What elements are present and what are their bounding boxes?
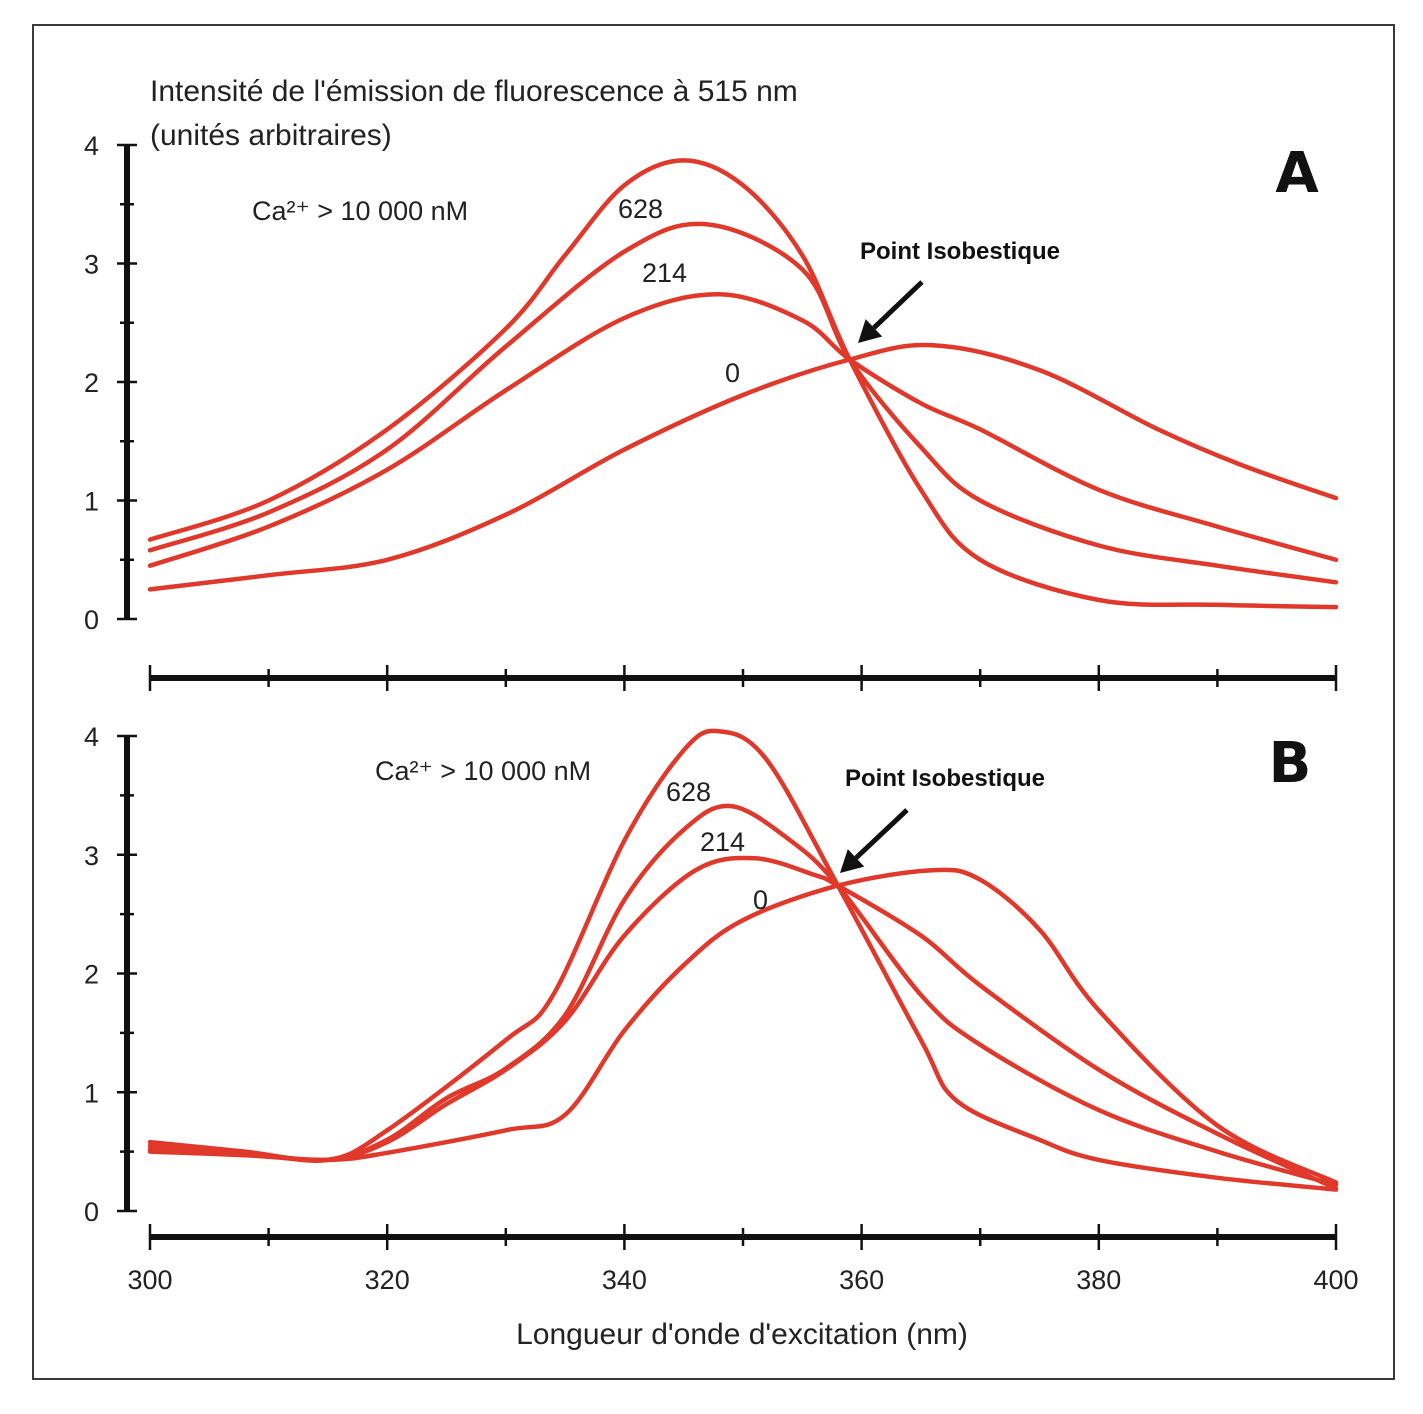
series-curve-ca2-10-000-nm [147,728,1339,1192]
x-tick-label: 320 [365,1265,410,1295]
panel-a: 0 1 2 3 4 Ca²⁺ > 10 000 nM 628 214 0 Point Isobes… [84,131,1339,691]
series-label: 0 [753,885,768,915]
y-tick-label: 2 [84,368,99,398]
x-tick-label: 340 [602,1265,647,1295]
y-tick-label: 3 [84,250,99,280]
y-axis-title-line2: (unités arbitraires) [150,119,392,152]
series-curve-628 [147,221,1339,585]
x-tick-label: 380 [1076,1265,1121,1295]
series-curve-0 [147,342,1339,592]
series-curve-0 [147,867,1339,1185]
series-label: 214 [642,258,687,288]
series-label: 628 [618,194,663,224]
y-tick-label: 0 [84,1197,99,1227]
y-tick-label: 4 [84,131,99,161]
series-curve-214 [147,855,1339,1191]
y-tick-label: 1 [84,1078,99,1108]
series-label: Ca²⁺ > 10 000 nM [375,756,591,786]
panel-b: 0 1 2 3 4 300 320 340 360 380 400 Ca²⁺ > 10 000 nM 6… [84,722,1359,1295]
series-curve-214 [147,292,1339,568]
arrow-head-icon [858,319,883,343]
series-curve-628 [147,803,1339,1188]
y-tick-label: 1 [84,487,99,517]
series-label: Ca²⁺ > 10 000 nM [252,196,468,226]
isosbestic-point-label: Point Isobestique [860,238,1060,265]
y-tick-label: 2 [84,960,99,990]
panel-letter: A [1275,141,1319,206]
x-axis-title: Longueur d'onde d'excitation (nm) [516,1318,968,1351]
series-label: 0 [725,358,740,388]
arrow-head-icon [840,849,865,873]
isosbestic-point-label: Point Isobestique [845,765,1045,792]
x-tick-label: 360 [839,1265,884,1295]
y-axis-title-line1: Intensité de l'émission de fluorescence … [150,75,798,108]
y-tick-label: 0 [84,605,99,635]
x-tick-label: 300 [127,1265,172,1295]
y-tick-label: 4 [84,722,99,752]
series-label: 628 [666,777,711,807]
series-label: 214 [700,827,745,857]
x-tick-label: 400 [1313,1265,1358,1295]
arrow-shaft [872,280,924,330]
panel-letter: B [1269,731,1312,796]
series-curve-ca2-10-000-nm [147,158,1339,610]
figure-frame [32,24,1395,1380]
arrow-shaft [854,808,909,860]
y-tick-label: 3 [84,841,99,871]
